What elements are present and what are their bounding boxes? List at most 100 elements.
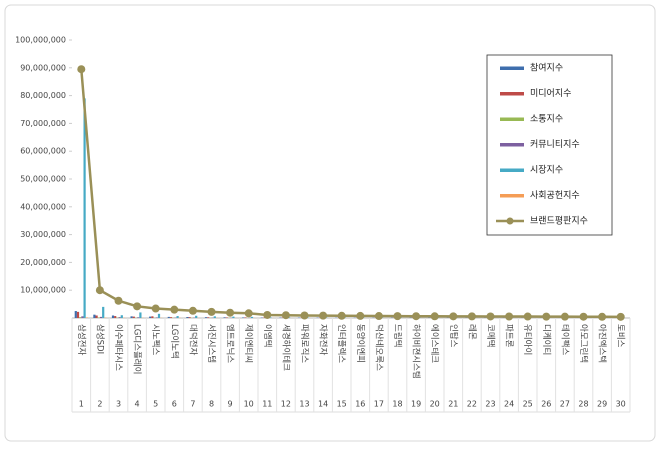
bar bbox=[244, 317, 246, 318]
bar bbox=[96, 315, 98, 318]
x-tick-label: 엠트로닉스 bbox=[225, 324, 236, 363]
line-marker bbox=[245, 309, 253, 317]
legend-label: 소통지수 bbox=[530, 114, 563, 125]
x-tick-label: 인탑스 bbox=[448, 324, 459, 348]
rank-label: 29 bbox=[597, 400, 607, 409]
bar bbox=[93, 315, 95, 318]
bar bbox=[151, 316, 153, 318]
rank-label: 30 bbox=[616, 400, 626, 409]
bar bbox=[131, 316, 133, 318]
rank-label: 22 bbox=[467, 400, 477, 409]
line-marker bbox=[375, 312, 383, 320]
x-tick-label: 에이스테크 bbox=[429, 324, 440, 363]
rank-label: 4 bbox=[135, 400, 140, 409]
bar bbox=[242, 317, 244, 318]
legend-label: 브랜드평판지수 bbox=[530, 216, 588, 227]
legend-swatch bbox=[500, 143, 524, 147]
rank-label: 14 bbox=[318, 400, 328, 409]
y-tick-label: 30,000,000 bbox=[20, 230, 66, 239]
rank-label: 1 bbox=[79, 400, 84, 409]
line-marker bbox=[505, 312, 513, 320]
rank-label: 19 bbox=[411, 400, 421, 409]
bar bbox=[156, 317, 158, 318]
bar bbox=[149, 317, 151, 318]
x-tick-label: 제이엔티씨 bbox=[243, 324, 254, 363]
legend-label: 참여지수 bbox=[530, 62, 563, 74]
line-marker bbox=[301, 311, 309, 319]
x-tick-label: LG디스플레이 bbox=[132, 324, 143, 374]
rank-label: 9 bbox=[228, 400, 233, 409]
x-tick-label: LG이노텍 bbox=[169, 324, 180, 359]
x-tick-label: 파워로직스 bbox=[299, 324, 310, 363]
line-marker bbox=[96, 286, 104, 294]
x-tick-label: 코메택 bbox=[485, 324, 496, 347]
rank-label: 24 bbox=[504, 400, 514, 409]
y-tick-label: 40,000,000 bbox=[20, 202, 66, 211]
legend-swatch-marker bbox=[507, 218, 514, 225]
bar bbox=[79, 317, 81, 318]
bar bbox=[139, 312, 141, 318]
bar bbox=[114, 316, 116, 318]
line-marker bbox=[449, 312, 457, 320]
x-tick-label: 삼성전자 bbox=[76, 324, 87, 355]
legend-label: 시장지수 bbox=[530, 165, 563, 176]
legend-swatch bbox=[500, 194, 524, 198]
rank-label: 11 bbox=[262, 400, 272, 409]
line-marker bbox=[580, 313, 588, 321]
bar bbox=[195, 316, 197, 318]
line-marker bbox=[542, 313, 550, 321]
rank-label: 26 bbox=[541, 400, 551, 409]
bar bbox=[81, 316, 83, 318]
bar bbox=[102, 307, 104, 318]
bar bbox=[98, 317, 100, 318]
rank-label: 25 bbox=[523, 400, 533, 409]
x-tick-label: 아모그린텍 bbox=[578, 324, 589, 363]
bar bbox=[86, 317, 88, 318]
x-tick-label: 삼성SDI bbox=[94, 324, 105, 354]
x-tick-label: 드림텍 bbox=[392, 324, 403, 347]
legend-swatch bbox=[500, 118, 524, 122]
legend-label: 미디어지수 bbox=[530, 88, 571, 99]
bar bbox=[177, 316, 179, 318]
line-marker bbox=[115, 297, 123, 305]
rank-label: 6 bbox=[172, 400, 177, 409]
line-marker bbox=[133, 302, 141, 310]
line-marker bbox=[152, 305, 160, 313]
rank-label: 12 bbox=[281, 400, 291, 409]
bar bbox=[133, 317, 135, 318]
legend-swatch bbox=[500, 169, 524, 173]
x-tick-label: 테이팩스 bbox=[559, 324, 570, 355]
bar bbox=[224, 317, 226, 318]
line-marker bbox=[468, 312, 476, 320]
x-tick-label: 하이비젼시스템 bbox=[411, 324, 422, 379]
x-tick-label: 파트론 bbox=[504, 324, 514, 348]
line-marker bbox=[338, 312, 346, 320]
rank-label: 13 bbox=[299, 400, 309, 409]
bar bbox=[121, 315, 123, 318]
line-marker bbox=[487, 312, 495, 320]
bar bbox=[170, 317, 172, 318]
x-tick-label: 서진시스템 bbox=[206, 324, 217, 363]
line-marker bbox=[598, 313, 606, 321]
rank-label: 3 bbox=[116, 400, 121, 409]
rank-label: 10 bbox=[244, 400, 254, 409]
legend-label: 커뮤니티지수 bbox=[530, 139, 580, 150]
rank-label: 8 bbox=[209, 400, 214, 409]
bar bbox=[189, 317, 191, 318]
line-marker bbox=[561, 313, 569, 321]
bar bbox=[232, 317, 234, 318]
x-tick-label: 덕산네오룩스 bbox=[373, 324, 384, 371]
bar bbox=[119, 317, 121, 318]
line-marker bbox=[189, 307, 197, 315]
line-marker bbox=[319, 312, 327, 320]
rank-label: 15 bbox=[337, 400, 347, 409]
line-marker bbox=[356, 312, 364, 320]
bar bbox=[214, 316, 216, 318]
rank-label: 20 bbox=[430, 400, 440, 409]
y-tick-label: 60,000,000 bbox=[20, 147, 66, 156]
bar bbox=[207, 317, 209, 318]
line-marker bbox=[226, 309, 234, 317]
rank-label: 17 bbox=[374, 400, 384, 409]
x-tick-label: 이엠텍 bbox=[262, 324, 273, 347]
bar bbox=[100, 317, 102, 318]
